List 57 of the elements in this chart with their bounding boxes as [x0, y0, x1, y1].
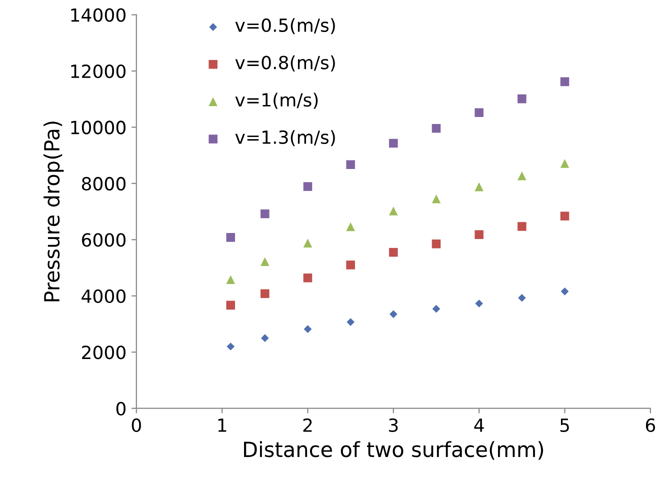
point [432, 194, 441, 204]
point [432, 304, 440, 313]
point [432, 240, 441, 248]
y-tick-label: 14000 [71, 8, 126, 22]
point [389, 206, 398, 216]
point [346, 222, 355, 232]
point [474, 182, 484, 192]
x-axis-title: Distance of two surface(mm) [244, 441, 544, 460]
point [518, 294, 526, 302]
y-tick-label: 2000 [82, 346, 126, 360]
point [346, 260, 355, 270]
y-axis-title: Pressure drop(Pa) [44, 122, 64, 302]
legend-label: v=1.3(m/s) [235, 130, 335, 146]
point [226, 342, 235, 350]
point [518, 94, 526, 104]
y-tick-label: 4000 [82, 289, 126, 304]
point [303, 274, 312, 282]
y-tick-label: 6000 [82, 233, 126, 247]
point [389, 248, 398, 257]
point [260, 334, 269, 342]
point [560, 212, 570, 220]
point [346, 160, 355, 169]
point [474, 108, 484, 117]
point [304, 325, 312, 334]
point [560, 77, 570, 86]
point [389, 310, 398, 318]
x-tick-label: 2 [303, 418, 312, 432]
point [303, 182, 312, 191]
point [346, 318, 355, 326]
legend-label: v=0.5(m/s) [235, 18, 335, 34]
x-tick-label: 3 [389, 418, 398, 432]
y-tick-label: 8000 [82, 176, 126, 191]
point [260, 289, 270, 298]
x-tick-label: 5 [560, 418, 569, 432]
point [560, 287, 569, 296]
y-tick-label: 0 [116, 402, 126, 416]
x-tick-label: 1 [218, 418, 226, 432]
point [226, 300, 236, 310]
point [226, 233, 236, 242]
legend-label: v=1(m/s) [235, 92, 318, 109]
point [260, 257, 270, 266]
y-tick-label: 10000 [71, 120, 126, 134]
point [474, 230, 484, 240]
legend-label: v=0.8(m/s) [235, 55, 335, 72]
point [389, 138, 398, 148]
point [260, 209, 270, 218]
x-tick-label: 6 [646, 418, 656, 432]
y-tick-label: 12000 [71, 64, 126, 78]
x-tick-label: 0 [132, 418, 141, 432]
point [226, 275, 236, 284]
point [432, 124, 441, 133]
point [303, 238, 312, 248]
point [518, 222, 526, 231]
point [518, 171, 526, 180]
x-tick-label: 4 [474, 418, 484, 432]
point [560, 159, 570, 168]
point [475, 300, 484, 308]
